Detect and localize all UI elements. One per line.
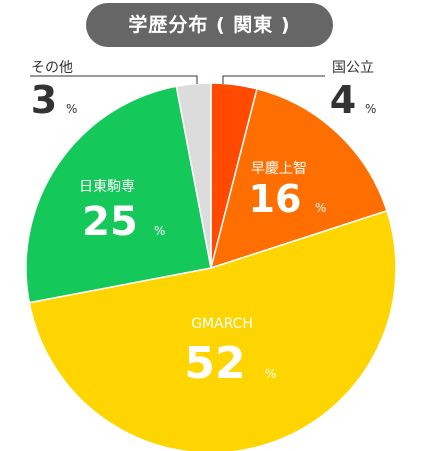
value-soukei-jouchi: 16 <box>249 177 302 221</box>
unit-nittoukomasen: % <box>154 224 165 238</box>
pie-slice-soukei-jouchi <box>209 87 388 270</box>
label-nittoukomasen: 日東駒専 <box>79 179 135 195</box>
pie-slice-sonota <box>175 82 212 269</box>
pie-slice-nittoukomasen <box>25 85 212 304</box>
unit-soukei-jouchi: % <box>315 201 326 215</box>
leader-line-kokkouritsu <box>222 75 325 84</box>
unit-gmarch: % <box>265 367 276 381</box>
label-kokkouritsu: 国公立 <box>332 60 374 76</box>
value-kokkouritsu: 4 <box>330 78 356 122</box>
pie-slice-gmarch <box>28 209 397 451</box>
label-gmarch: GMARCH <box>191 316 253 332</box>
unit-sonota: % <box>66 102 77 116</box>
value-nittoukomasen: 25 <box>82 199 138 245</box>
label-sonota: その他 <box>31 60 73 76</box>
unit-kokkouritsu: % <box>365 102 376 116</box>
value-sonota: 3 <box>31 78 57 122</box>
chart-title: 学歴分布 ( 関東 ) <box>86 3 333 47</box>
label-soukei-jouchi: 早慶上智 <box>251 161 307 177</box>
value-gmarch: 52 <box>184 338 245 389</box>
leader-line-sonota <box>30 75 198 84</box>
